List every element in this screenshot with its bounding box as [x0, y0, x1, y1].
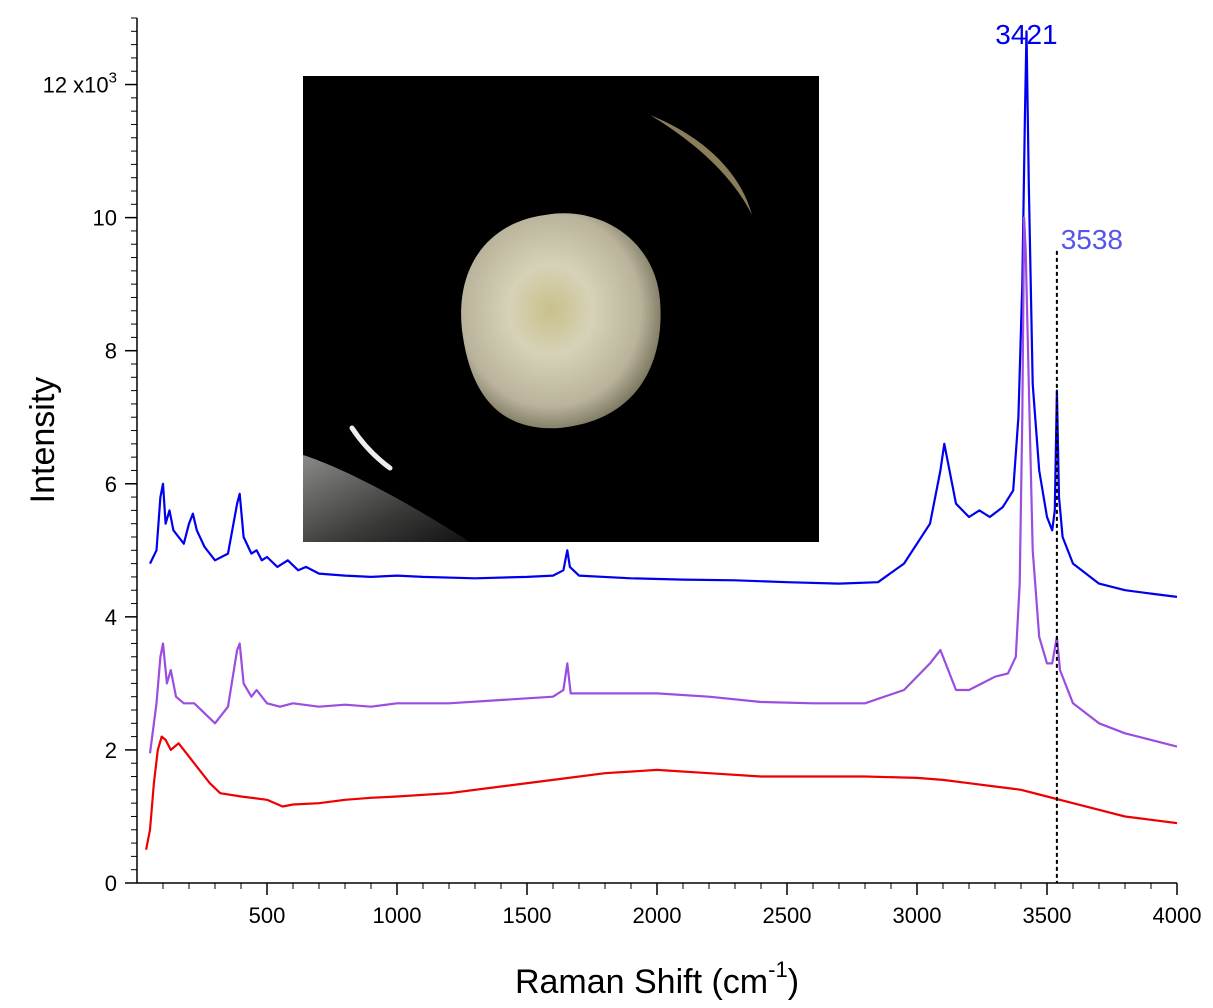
series-line-1	[149, 30, 1178, 598]
y-tick-label: 6	[105, 472, 117, 497]
series-line-2	[148, 216, 1178, 754]
x-axis-title: Raman Shift (cm-1)	[515, 957, 799, 1001]
y-tick-label: 0	[105, 871, 117, 896]
x-tick-label: 3000	[893, 903, 942, 928]
axes-layer: 0 2 4 6 8 10 12 x103 500 1000 1500 2000 2500 3000 350…	[43, 17, 1202, 928]
x-tick-label: 1500	[503, 903, 552, 928]
y-tick-label: 8	[105, 339, 117, 364]
y-tick-label: 12 x103	[43, 70, 117, 98]
peak-label-1: 3421	[995, 19, 1057, 50]
y-tick-label: 2	[105, 738, 117, 763]
sample-pellet	[461, 213, 661, 429]
y-tick-label: 10	[93, 206, 117, 231]
y-axis-title: Intensity	[24, 377, 62, 504]
x-tick-label: 500	[249, 903, 286, 928]
sample-photo-inset	[303, 76, 819, 542]
photo-glint	[349, 425, 393, 471]
x-tick-label: 3500	[1023, 903, 1072, 928]
photo-corner-object	[303, 455, 470, 542]
annotation-layer: 3421 3538	[995, 19, 1123, 883]
series-line-3	[145, 735, 1178, 850]
x-tick-label: 4000	[1153, 903, 1202, 928]
x-tick-label: 2000	[633, 903, 682, 928]
x-tick-label: 2500	[763, 903, 812, 928]
series-layer	[145, 30, 1178, 850]
y-tick-label: 4	[105, 605, 117, 630]
peak-label-2: 3538	[1061, 224, 1123, 255]
x-tick-label: 1000	[373, 903, 422, 928]
